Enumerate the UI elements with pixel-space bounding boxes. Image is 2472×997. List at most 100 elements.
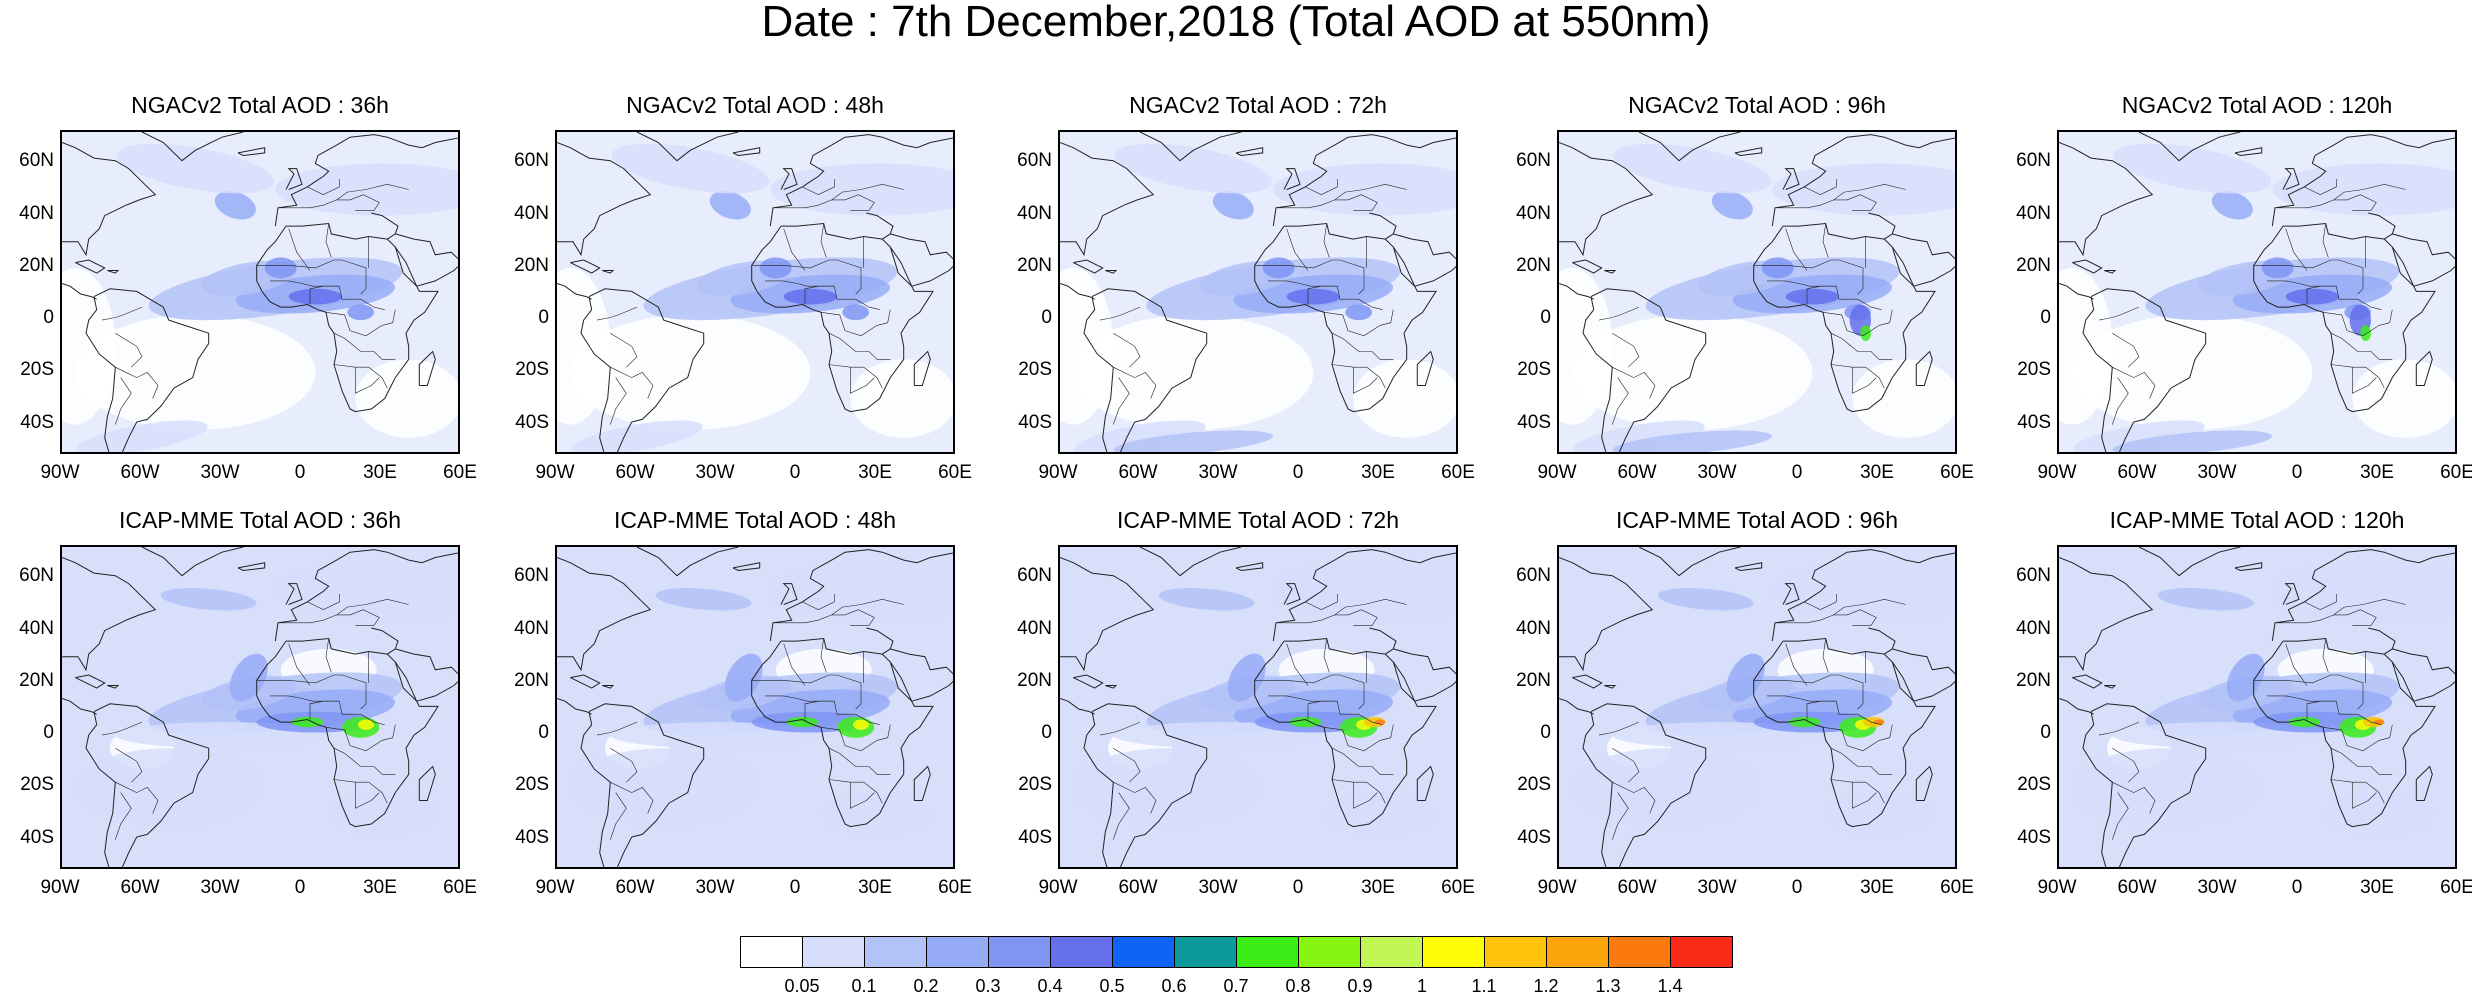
country-border bbox=[2267, 695, 2382, 725]
colorbar-swatch bbox=[1174, 936, 1237, 968]
lat-tick-label: 60N bbox=[1516, 150, 1551, 172]
coastline bbox=[141, 547, 244, 577]
aod-plume bbox=[1227, 653, 1266, 702]
coastline bbox=[394, 233, 458, 287]
coastline bbox=[1105, 270, 1118, 274]
country-border bbox=[1113, 747, 1141, 783]
coastline bbox=[2072, 259, 2103, 274]
map-panel bbox=[2057, 130, 2457, 454]
country-border bbox=[1334, 609, 1378, 626]
coastline bbox=[1392, 233, 1456, 287]
aod-plume bbox=[2285, 288, 2339, 305]
coastline bbox=[1582, 703, 1707, 867]
lon-tick-label: 60E bbox=[1441, 462, 1475, 483]
lon-tick-label: 60E bbox=[2440, 877, 2472, 898]
colorbar-swatch bbox=[1050, 936, 1113, 968]
lon-tick-label: 30W bbox=[2197, 877, 2237, 898]
country-border bbox=[1254, 259, 1365, 295]
country-border bbox=[1822, 223, 1829, 258]
coastline bbox=[1060, 557, 1155, 672]
map-panel bbox=[1058, 130, 1458, 454]
lat-tick-label: 40S bbox=[1517, 411, 1551, 433]
lat-tick-label: 60N bbox=[1516, 565, 1551, 587]
aod-plume bbox=[1612, 430, 1773, 452]
colorbar-level-label: 0.7 bbox=[1223, 976, 1249, 996]
coastline bbox=[1559, 283, 1594, 300]
aod-plume bbox=[275, 560, 458, 623]
coastline bbox=[2234, 562, 2263, 572]
country-border bbox=[820, 223, 827, 258]
country-border bbox=[1767, 695, 1882, 725]
lat-tick-label: 20S bbox=[20, 774, 54, 796]
country-border bbox=[115, 781, 159, 814]
coastline bbox=[557, 283, 592, 300]
country-border bbox=[115, 792, 132, 840]
lon-tick-label: 30W bbox=[695, 462, 735, 483]
lon-tick-label: 30E bbox=[858, 462, 892, 483]
coastline bbox=[602, 685, 615, 689]
lon-tick-label: 60W bbox=[120, 877, 160, 898]
lat-tick-label: 40S bbox=[1018, 411, 1052, 433]
country-border bbox=[325, 638, 332, 673]
coastline bbox=[1073, 674, 1104, 689]
aod-plume bbox=[842, 304, 869, 321]
country-border bbox=[2275, 598, 2406, 624]
aod-plume bbox=[2272, 560, 2455, 623]
coastline bbox=[1915, 350, 1933, 386]
coastline bbox=[2253, 640, 2436, 828]
coastline bbox=[557, 142, 652, 257]
country-border bbox=[828, 779, 883, 804]
country-border bbox=[1830, 364, 1885, 389]
coastline bbox=[1254, 225, 1437, 413]
country-border bbox=[288, 643, 311, 686]
country-border bbox=[2253, 259, 2364, 295]
lat-tick-label: 20N bbox=[19, 254, 54, 276]
country-border bbox=[751, 674, 862, 710]
coastline bbox=[1105, 685, 1118, 689]
country-border bbox=[101, 721, 143, 736]
coastline bbox=[1139, 547, 1242, 577]
coastline bbox=[1235, 147, 1264, 157]
country-border bbox=[751, 259, 862, 295]
clean-region bbox=[75, 314, 316, 430]
country-border bbox=[1323, 638, 1330, 673]
coastline bbox=[602, 270, 615, 274]
coastline bbox=[62, 142, 157, 257]
aod-plume bbox=[1860, 325, 1871, 342]
coastline bbox=[1771, 134, 1955, 227]
lon-tick-label: 30E bbox=[1361, 877, 1395, 898]
aod-plume bbox=[853, 719, 869, 730]
country-border bbox=[288, 228, 311, 271]
country-border bbox=[1331, 779, 1386, 804]
lat-tick-label: 60N bbox=[1017, 565, 1052, 587]
country-border bbox=[307, 179, 340, 196]
lon-tick-label: 90W bbox=[1038, 462, 1078, 483]
coastline bbox=[913, 350, 931, 386]
panel-title: ICAP-MME Total AOD : 36h bbox=[118, 507, 402, 533]
country-border bbox=[1612, 792, 1629, 840]
lon-tick-label: 30E bbox=[363, 877, 397, 898]
coastline bbox=[1272, 134, 1456, 227]
lon-tick-label: 0 bbox=[1791, 462, 1803, 483]
country-border bbox=[1099, 306, 1141, 321]
lat-tick-label: 0 bbox=[1041, 307, 1052, 329]
lat-tick-label: 0 bbox=[43, 722, 54, 744]
country-border bbox=[1753, 259, 1864, 295]
coastline bbox=[1572, 674, 1603, 689]
coastline bbox=[1638, 132, 1741, 162]
country-border bbox=[2112, 792, 2129, 840]
coastline bbox=[256, 225, 439, 413]
country-border bbox=[610, 792, 627, 840]
panel-title: ICAP-MME Total AOD : 72h bbox=[1116, 507, 1400, 533]
country-border bbox=[278, 183, 409, 209]
country-border bbox=[1276, 183, 1407, 209]
country-border bbox=[2112, 747, 2140, 783]
coastline bbox=[2253, 225, 2436, 413]
coastline bbox=[1604, 270, 1617, 274]
country-border bbox=[1276, 598, 1407, 624]
colorbar-level-label: 0.9 bbox=[1347, 976, 1373, 996]
coastline bbox=[141, 132, 244, 162]
country-border bbox=[831, 609, 875, 626]
country-border bbox=[325, 724, 396, 752]
coastline bbox=[570, 674, 601, 689]
